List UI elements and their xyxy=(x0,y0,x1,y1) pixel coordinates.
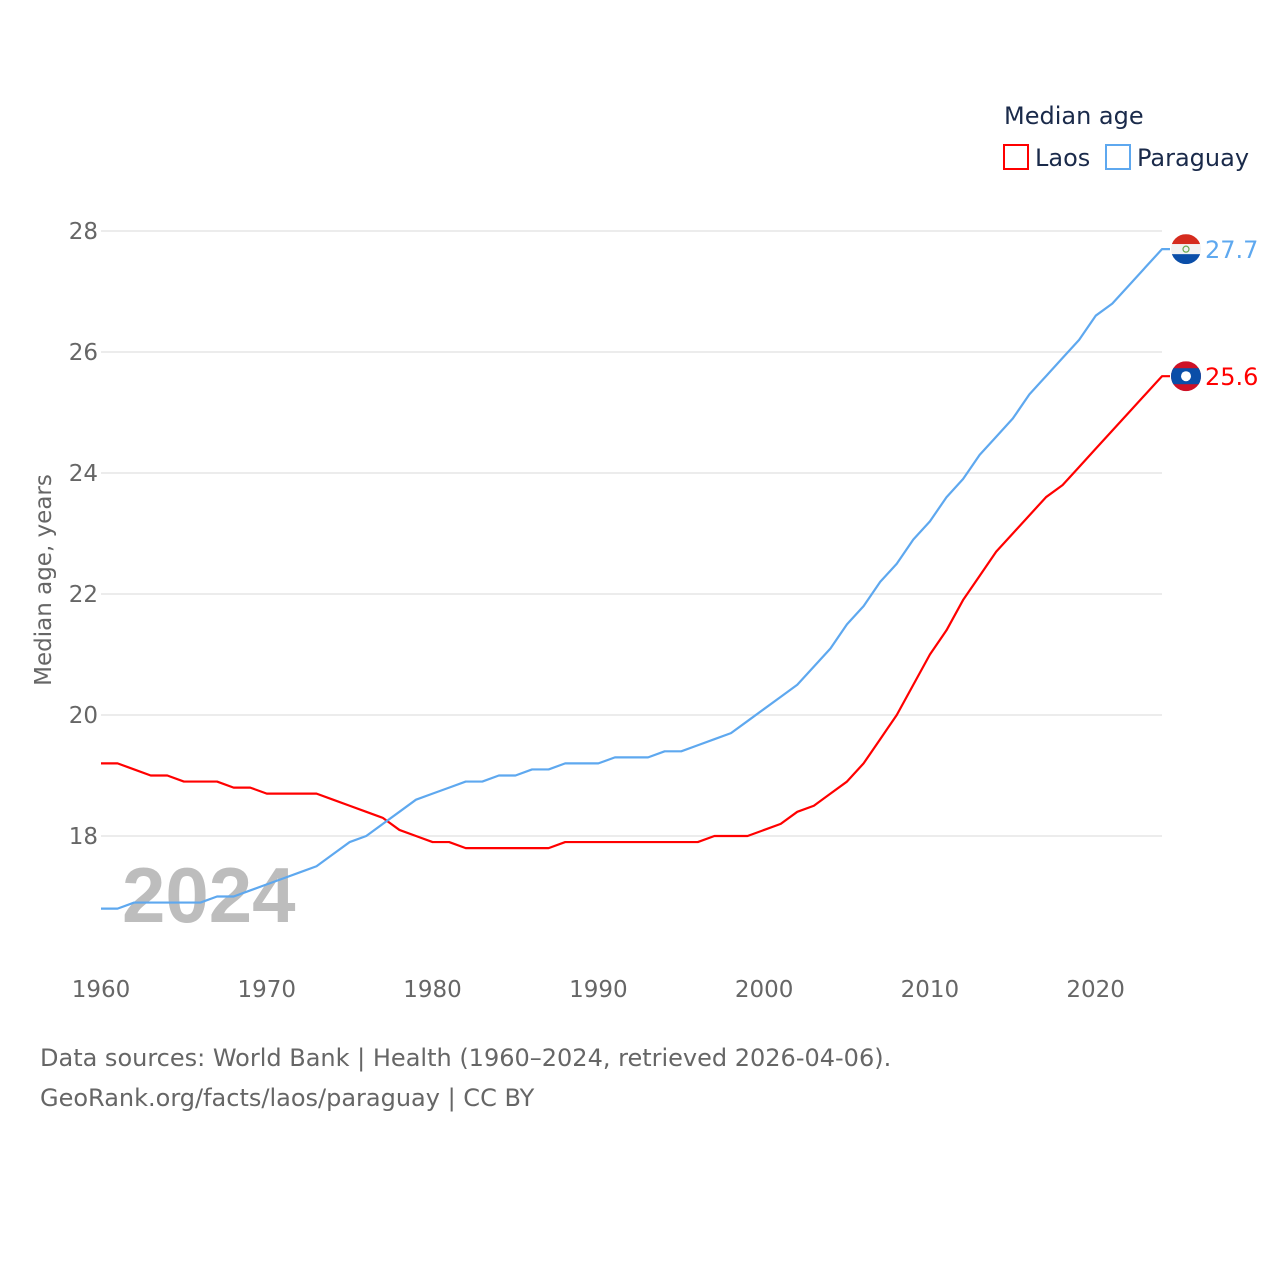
x-tick-label: 1990 xyxy=(569,977,628,1003)
x-tick-label: 2020 xyxy=(1066,977,1125,1003)
attribution-link[interactable]: GeoRank.org/facts/laos/paraguay | CC BY xyxy=(40,1084,535,1112)
y-tick-label: 20 xyxy=(69,703,98,729)
flag-laos-icon xyxy=(1171,361,1201,392)
legend-label-laos: Laos xyxy=(1035,144,1090,172)
legend-item-paraguay[interactable]: Paraguay xyxy=(1105,144,1249,172)
y-tick-label: 26 xyxy=(69,340,98,366)
gridlines xyxy=(101,230,1162,837)
end-labels: 25.6 27.7 xyxy=(1171,234,1258,392)
y-tick-label: 28 xyxy=(69,219,98,245)
series-line-paraguay[interactable] xyxy=(101,248,1170,910)
y-tick-label: 24 xyxy=(69,461,98,487)
series-lines xyxy=(101,248,1170,910)
x-tick-label: 2000 xyxy=(735,977,794,1003)
y-tick-label: 18 xyxy=(69,824,98,850)
y-axis-ticks: 18 20 22 24 26 28 xyxy=(69,219,98,850)
x-tick-label: 1960 xyxy=(72,977,131,1003)
legend-swatch-paraguay xyxy=(1105,144,1131,170)
y-tick-label: 22 xyxy=(69,582,98,608)
legend-item-laos[interactable]: Laos xyxy=(1003,144,1090,172)
x-tick-label: 1970 xyxy=(238,977,297,1003)
flag-paraguay-icon xyxy=(1171,234,1201,265)
data-source-note: Data sources: World Bank | Health (1960–… xyxy=(40,1044,892,1072)
x-axis-ticks: 1960 1970 1980 1990 2000 2010 2020 xyxy=(72,977,1125,1003)
legend-label-paraguay: Paraguay xyxy=(1137,144,1249,172)
x-tick-label: 2010 xyxy=(901,977,960,1003)
legend-title: Median age xyxy=(1004,102,1144,130)
x-tick-label: 1980 xyxy=(403,977,462,1003)
year-watermark: 2024 xyxy=(122,851,296,939)
y-axis-label: Median age, years xyxy=(31,474,57,686)
series-line-laos[interactable] xyxy=(101,375,1170,850)
end-value-laos: 25.6 xyxy=(1205,363,1258,391)
end-value-paraguay: 27.7 xyxy=(1205,236,1258,264)
legend-swatch-laos xyxy=(1003,144,1029,170)
